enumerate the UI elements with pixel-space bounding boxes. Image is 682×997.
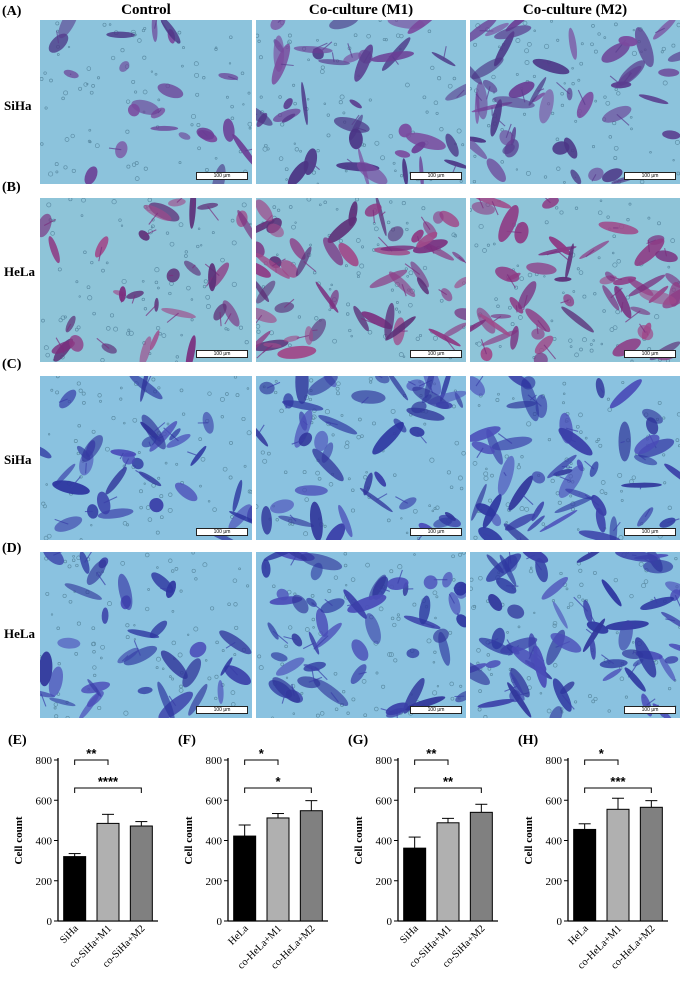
y-tick-label: 400 bbox=[36, 836, 53, 848]
bar bbox=[234, 836, 256, 921]
micrograph-siha-m2: 100 μm bbox=[470, 20, 680, 184]
y-tick-label: 200 bbox=[36, 876, 53, 888]
micrograph-siha-m1: 100 μm bbox=[256, 376, 466, 540]
y-tick-label: 800 bbox=[546, 755, 563, 767]
micrograph-siha-m1: 100 μm bbox=[256, 20, 466, 184]
chart-svg: (E)Cell count0200400600800SiHaco-SiHa+M1… bbox=[0, 728, 170, 992]
micrograph-siha-m2: 100 μm bbox=[470, 376, 680, 540]
scale-bar: 100 μm bbox=[196, 350, 248, 358]
bar bbox=[640, 807, 662, 921]
bar bbox=[267, 818, 289, 921]
panel-letter-a: (A) bbox=[2, 4, 21, 20]
x-tick-label: SiHa bbox=[398, 923, 421, 946]
y-tick-label: 400 bbox=[376, 836, 393, 848]
y-tick-label: 400 bbox=[546, 836, 563, 848]
panel-letter-c: (C) bbox=[2, 357, 21, 373]
panel-letter-d: (D) bbox=[2, 541, 21, 557]
significance-label: ** bbox=[443, 774, 454, 789]
significance-label: ** bbox=[426, 746, 437, 761]
row-label-a: SiHa bbox=[4, 98, 31, 114]
bar bbox=[130, 826, 152, 921]
y-tick-label: 0 bbox=[557, 916, 563, 928]
y-tick-label: 0 bbox=[217, 916, 223, 928]
y-tick-label: 200 bbox=[206, 876, 223, 888]
significance-label: * bbox=[259, 746, 265, 761]
y-tick-label: 0 bbox=[387, 916, 393, 928]
scale-bar: 100 μm bbox=[624, 172, 676, 180]
column-header-m1: Co-culture (M1) bbox=[256, 2, 466, 19]
y-tick-label: 600 bbox=[376, 795, 393, 807]
scale-bar: 100 μm bbox=[410, 172, 462, 180]
chart-svg: (G)Cell count0200400600800SiHaco-SiHa+M1… bbox=[340, 728, 510, 992]
bar bbox=[404, 848, 426, 921]
row-label-d: HeLa bbox=[4, 626, 35, 642]
y-tick-label: 600 bbox=[36, 795, 53, 807]
scale-bar: 100 μm bbox=[410, 528, 462, 536]
y-tick-label: 600 bbox=[206, 795, 223, 807]
significance-label: **** bbox=[98, 774, 119, 789]
row-label-b: HeLa bbox=[4, 264, 35, 280]
scale-bar: 100 μm bbox=[624, 528, 676, 536]
y-tick-label: 200 bbox=[546, 876, 563, 888]
scale-bar: 100 μm bbox=[196, 528, 248, 536]
bar bbox=[97, 823, 119, 921]
panel-letter-b: (B) bbox=[2, 180, 21, 196]
y-tick-label: 400 bbox=[206, 836, 223, 848]
micrograph-hela-control: 100 μm bbox=[40, 552, 252, 718]
scale-bar: 100 μm bbox=[624, 706, 676, 714]
significance-label: * bbox=[275, 774, 281, 789]
chart-svg: (H)Cell count0200400600800HeLaco-HeLa+M1… bbox=[510, 728, 680, 992]
column-header-control: Control bbox=[40, 2, 252, 19]
scale-bar: 100 μm bbox=[410, 706, 462, 714]
x-tick-label: HeLa bbox=[227, 923, 252, 948]
y-tick-label: 0 bbox=[47, 916, 53, 928]
scale-bar: 100 μm bbox=[196, 706, 248, 714]
chart-svg: (F)Cell count0200400600800HeLaco-HeLa+M1… bbox=[170, 728, 340, 992]
y-axis-label: Cell count bbox=[13, 816, 25, 864]
micrograph-hela-m1: 100 μm bbox=[256, 552, 466, 718]
y-axis-label: Cell count bbox=[523, 816, 535, 864]
micrograph-siha-control: 100 μm bbox=[40, 20, 252, 184]
y-axis-label: Cell count bbox=[353, 816, 365, 864]
significance-label: * bbox=[599, 746, 605, 761]
bar bbox=[574, 829, 596, 921]
significance-label: ** bbox=[86, 746, 97, 761]
bar bbox=[300, 811, 322, 921]
y-tick-label: 800 bbox=[206, 755, 223, 767]
bar bbox=[64, 857, 86, 921]
chart-panel-letter: (G) bbox=[348, 733, 369, 748]
y-axis-label: Cell count bbox=[183, 816, 195, 864]
scale-bar: 100 μm bbox=[196, 172, 248, 180]
micrograph-hela-control: 100 μm bbox=[40, 198, 252, 362]
y-tick-label: 800 bbox=[376, 755, 393, 767]
x-tick-label: HeLa bbox=[567, 923, 592, 948]
scale-bar: 100 μm bbox=[410, 350, 462, 358]
chart-panel-letter: (F) bbox=[178, 733, 196, 748]
bar bbox=[470, 812, 492, 921]
significance-label: *** bbox=[610, 774, 626, 789]
y-tick-label: 200 bbox=[376, 876, 393, 888]
chart-panel-letter: (H) bbox=[518, 733, 539, 748]
bar bbox=[437, 823, 459, 921]
micrograph-hela-m1: 100 μm bbox=[256, 198, 466, 362]
y-tick-label: 600 bbox=[546, 795, 563, 807]
y-tick-label: 800 bbox=[36, 755, 53, 767]
bar bbox=[607, 809, 629, 921]
scale-bar: 100 μm bbox=[624, 350, 676, 358]
micrograph-siha-control: 100 μm bbox=[40, 376, 252, 540]
x-tick-label: SiHa bbox=[58, 923, 81, 946]
row-label-c: SiHa bbox=[4, 452, 31, 468]
column-header-m2: Co-culture (M2) bbox=[470, 2, 680, 19]
chart-panel-letter: (E) bbox=[8, 733, 27, 748]
micrograph-hela-m2: 100 μm bbox=[470, 552, 680, 718]
micrograph-hela-m2: 100 μm bbox=[470, 198, 680, 362]
